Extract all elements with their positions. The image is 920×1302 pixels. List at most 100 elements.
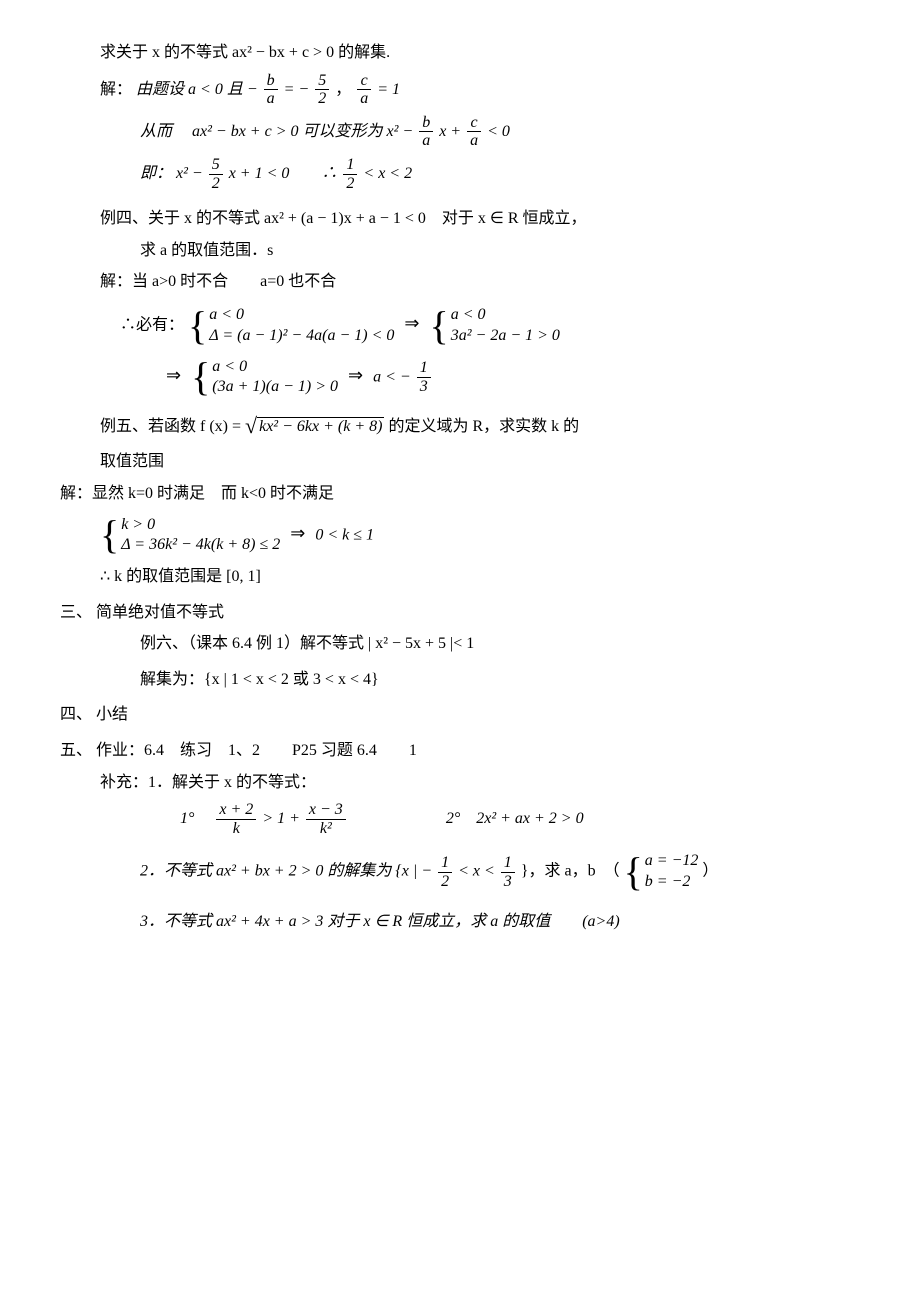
example-5-system: { k > 0 Δ = 36k² − 4k(k + 8) ≤ 2 ⇒ 0 < k… [100,515,860,557]
sol-label: 解： [100,80,132,97]
text: 例五、若函数 f (x) = [100,418,245,435]
sys-row: a < 0 [209,305,394,326]
sys-row: (3a + 1)(a − 1) > 0 [212,377,338,398]
example-4-system-1: ∴必有： { a < 0 Δ = (a − 1)² − 4a(a − 1) < … [120,305,860,347]
equation-system: { a < 0 3a² − 2a − 1 > 0 [430,305,560,347]
implies-arrow-icon: ⇒ [404,313,419,333]
denominator: a [264,90,278,108]
fraction: b a [419,114,433,150]
left-brace-icon: { [100,517,119,553]
left-brace-icon: { [624,854,643,890]
text: 取值范围 [100,453,164,470]
section-5-heading: 五、 作业：6.4 练习 1、2 P25 习题 6.4 1 [60,738,860,764]
equation-system: { a < 0 Δ = (a − 1)² − 4a(a − 1) < 0 [188,305,394,347]
denominator: 3 [501,873,515,891]
numerator: b [264,72,278,91]
radical-icon: √ [245,413,257,438]
equation-system: { k > 0 Δ = 36k² − 4k(k + 8) ≤ 2 [100,515,280,557]
text: 2．不等式 ax² + bx + 2 > 0 的解集为 {x | − [140,863,432,880]
text: 解集为：{x | 1 < x < 2 或 3 < x < 4} [140,671,379,688]
numerator: 5 [315,72,329,91]
text: 解：当 a>0 时不合 a=0 也不合 [100,273,336,290]
denominator: a [419,132,433,150]
sys-row: a < 0 [451,305,560,326]
fraction: 1 2 [438,854,452,890]
fraction: c a [357,72,371,108]
hw-1b: 2° 2x² + ax + 2 > 0 [446,810,584,827]
example-5-sol-1: 解：显然 k=0 时满足 而 k<0 时不满足 [60,481,860,507]
result-text: a < − [373,368,411,385]
denominator: 2 [315,90,329,108]
fraction: 1 3 [501,854,515,890]
fraction: 5 2 [209,156,223,192]
hw-1: 1° x + 2 k > 1 + x − 3 k² 2° 2x² + ax + … [180,801,860,837]
fraction: x − 3 k² [306,801,346,837]
hw-3: 3．不等式 ax² + 4x + a > 3 对于 x ∈ R 恒成立，求 a … [140,909,860,935]
sys-row: a = −12 [645,851,699,872]
numerator: 1 [501,854,515,873]
text: 从而 ax² − bx + c > 0 可以变形为 x² − [140,123,417,140]
text: 解：显然 k=0 时满足 而 k<0 时不满足 [60,485,334,502]
text: ， [335,80,355,97]
example-6: 例六、（课本 6.4 例 1）解不等式 | x² − 5x + 5 |< 1 [140,631,860,657]
text: 例四、关于 x 的不等式 ax² + (a − 1)x + a − 1 < 0 … [100,210,587,227]
section-4-heading: 四、 小结 [60,702,860,728]
fraction: b a [264,72,278,108]
fraction: x + 2 k [216,801,256,837]
equation-system: { a = −12 b = −2 [624,851,699,893]
text: ∴ k 的取值范围是 [0, 1] [100,568,261,585]
text: 3．不等式 ax² + 4x + a > 3 对于 x ∈ R 恒成立，求 a … [140,913,620,930]
example-5-title: 例五、若函数 f (x) = √kx² − 6kx + (k + 8) 的定义域… [100,408,860,443]
text: < x < 2 [363,165,412,182]
sys-row: 3a² − 2a − 1 > 0 [451,326,560,347]
numerator: c [357,72,371,91]
numerator: 5 [209,156,223,175]
text: }，求 a，b （ [521,863,620,880]
left-brace-icon: { [191,359,210,395]
fraction: 1 2 [343,156,357,192]
text: > 1 + [262,810,304,827]
example-5-sub: 取值范围 [100,449,860,475]
sys-row: Δ = (a − 1)² − 4a(a − 1) < 0 [209,326,394,347]
text: 三、 简单绝对值不等式 [60,604,224,621]
solution-line-1: 解： 由题设 a < 0 且 − b a = − 5 2 ， c a = 1 [100,72,860,108]
example-4-title: 例四、关于 x 的不等式 ax² + (a − 1)x + a − 1 < 0 … [60,206,860,232]
implies-arrow-icon: ⇒ [166,365,181,385]
numerator: x − 3 [306,801,346,820]
text: 求关于 x 的不等式 ax² − bx + c > 0 的解集. [100,44,390,61]
denominator: a [357,90,371,108]
numerator: x + 2 [216,801,256,820]
text: = 1 [377,80,400,97]
text: 由题设 a < 0 且 − [136,80,258,97]
sys-row: Δ = 36k² − 4k(k + 8) ≤ 2 [121,535,280,556]
numerator: 1 [438,854,452,873]
denominator: k² [306,820,346,838]
text: 即： x² − [140,165,207,182]
example-6-answer: 解集为：{x | 1 < x < 2 或 3 < x < 4} [140,667,860,693]
implies-arrow-icon: ⇒ [290,523,305,543]
equation-system: { a < 0 (3a + 1)(a − 1) > 0 [191,357,338,399]
text: 四、 小结 [60,706,128,723]
text: ） [702,863,718,880]
radicand: kx² − 6kx + (k + 8) [257,417,384,435]
text: 求 a 的取值范围．s [140,242,273,259]
denominator: a [467,132,481,150]
sqrt: √kx² − 6kx + (k + 8) [245,408,384,443]
fraction: 1 3 [417,359,431,395]
example-4-system-2: ⇒ { a < 0 (3a + 1)(a − 1) > 0 ⇒ a < − 1 … [160,357,860,399]
numerator: 1 [417,359,431,378]
text: < 0 [487,123,510,140]
numerator: c [467,114,481,133]
sys-row: a < 0 [212,357,338,378]
denominator: 2 [209,175,223,193]
text: 五、 作业：6.4 练习 1、2 P25 习题 6.4 1 [60,742,417,759]
sys-row: k > 0 [121,515,280,536]
hw-1a-lead: 1° [180,810,210,827]
denominator: 2 [343,175,357,193]
implies-arrow-icon: ⇒ [348,365,363,385]
text: 例六、（课本 6.4 例 1）解不等式 | x² − 5x + 5 |< 1 [140,635,474,652]
denominator: 3 [417,378,431,396]
text: = − [284,80,310,97]
fraction: 5 2 [315,72,329,108]
solution-line-3: 即： x² − 5 2 x + 1 < 0 ∴ 1 2 < x < 2 [140,156,860,192]
